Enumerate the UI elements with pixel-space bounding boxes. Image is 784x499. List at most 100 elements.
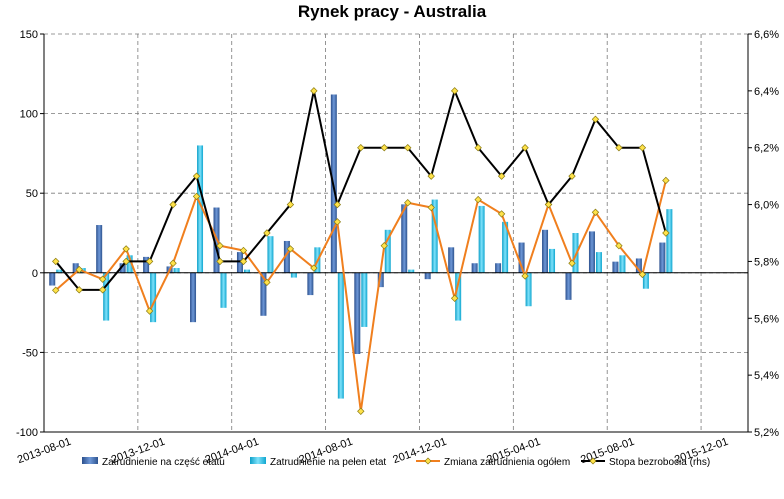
series-lines	[52, 87, 670, 415]
legend-full-time-swatch	[250, 457, 266, 464]
total-change-line-marker	[380, 242, 388, 250]
y-left-tick-label: 150	[20, 29, 38, 41]
legend-part-time-label: Zatrudnienie na część etatu	[102, 457, 225, 468]
bar-full-time	[431, 199, 438, 273]
y-right-tick-label: 6,6%	[754, 29, 779, 41]
unemployment-line-marker	[239, 257, 248, 266]
bar-part-time	[143, 256, 150, 273]
bar-part-time	[236, 252, 243, 273]
unemployment-line-marker	[169, 200, 177, 209]
y-right-tick-label: 5,2%	[754, 427, 779, 439]
bar-part-time	[542, 229, 549, 273]
x-tick-label: 2013-08-01	[16, 436, 73, 467]
bar-full-time	[361, 272, 368, 327]
total-change-line-marker	[450, 294, 459, 302]
y-left-tick-label: 50	[26, 188, 38, 200]
y-right-tick-label: 5,8%	[754, 256, 779, 268]
unemployment-line-marker	[591, 115, 600, 123]
unemployment-line-marker	[497, 172, 506, 180]
grid	[44, 33, 748, 432]
y-right-tick-label: 6,2%	[754, 143, 779, 155]
unemployment-line-marker	[662, 229, 670, 237]
y-right-tick-label: 5,6%	[754, 313, 779, 325]
unemployment-line-marker	[521, 144, 529, 152]
bar-part-time	[588, 231, 595, 273]
bar-part-time	[518, 242, 525, 273]
legend: Zatrudnienie na część etatu Zatrudnienie …	[82, 457, 710, 468]
bar-full-time	[549, 248, 556, 273]
total-change-line-marker	[404, 199, 412, 207]
unemployment-line-marker	[333, 200, 342, 209]
bar-full-time	[408, 269, 415, 273]
chart-title: Rynek pracy - Australia	[298, 2, 487, 21]
bar-part-time	[72, 263, 79, 273]
bar-part-time	[471, 263, 478, 273]
total-change-line-marker	[474, 195, 482, 204]
bar-part-time	[119, 263, 126, 273]
unemployment-line-marker	[310, 87, 318, 95]
unemployment-line-marker	[427, 172, 435, 180]
bar-part-time	[96, 225, 103, 273]
bar-full-time	[337, 272, 344, 399]
bar-full-time	[595, 252, 602, 273]
bar-full-time	[150, 272, 157, 323]
bar-full-time	[103, 272, 110, 321]
bar-full-time	[173, 268, 180, 273]
unemployment-line-marker	[615, 144, 623, 152]
y-left-tick-label: -50	[22, 347, 38, 359]
bar-full-time	[267, 236, 274, 273]
unemployment-line-marker	[52, 257, 60, 266]
bar-full-time	[220, 272, 227, 308]
bar-full-time	[455, 272, 462, 321]
bar-full-time	[619, 255, 626, 273]
y-right-tick-label: 5,4%	[754, 370, 779, 382]
bar-part-time	[495, 263, 502, 273]
unemployment-line-marker	[75, 286, 83, 294]
total-change-line-marker	[286, 245, 295, 253]
y-right-tick-label: 6,4%	[754, 86, 779, 98]
legend-part-time-swatch	[82, 457, 98, 464]
bar-part-time	[377, 272, 384, 288]
total-change-line-marker	[662, 176, 670, 185]
bar-part-time	[354, 272, 361, 354]
bar-part-time	[307, 272, 314, 296]
y-left-tick-label: 0	[32, 268, 38, 280]
legend-total-change-marker	[424, 457, 432, 465]
unemployment-line-marker	[192, 172, 201, 180]
unemployment-line-marker	[286, 200, 295, 209]
legend-total-change-label: Zmiana zatrudnienia ogółem	[444, 457, 570, 468]
total-change-line	[55, 180, 667, 413]
total-change-line-marker	[239, 246, 248, 255]
unemployment-line-marker	[216, 257, 224, 266]
bar-full-time	[197, 145, 204, 273]
total-change-line-marker	[568, 259, 576, 267]
bar-full-time	[56, 269, 63, 273]
legend-unemployment-label: Stopa bezrobocia (rhs)	[609, 457, 710, 468]
bar-part-time	[424, 272, 431, 280]
total-change-line-marker	[263, 278, 271, 287]
bar-full-time	[572, 233, 579, 273]
bar-part-time	[659, 242, 666, 273]
bar-full-time	[126, 255, 133, 273]
y-left-tick-label: 100	[20, 109, 38, 121]
unemployment-line-marker	[404, 144, 412, 152]
bar-full-time	[478, 205, 485, 273]
bar-part-time	[565, 272, 572, 300]
total-change-line-marker	[75, 265, 83, 274]
unemployment-line-marker	[263, 229, 271, 237]
unemployment-line-marker	[98, 286, 107, 294]
total-change-line-marker	[591, 208, 600, 216]
bar-part-time	[49, 272, 56, 286]
y-left-tick-label: -100	[16, 427, 38, 439]
total-change-line-marker	[98, 275, 107, 283]
unemployment-line-marker	[380, 144, 388, 152]
unemployment-line-marker	[357, 144, 365, 152]
bar-part-time	[190, 272, 197, 323]
total-change-line-marker	[615, 242, 623, 250]
unemployment-line-marker	[638, 144, 647, 152]
bar-part-time	[448, 247, 455, 273]
legend-unemployment-marker	[589, 457, 597, 465]
bar-full-time	[642, 272, 649, 289]
axes	[40, 33, 752, 433]
unemployment-line-marker	[544, 200, 553, 209]
